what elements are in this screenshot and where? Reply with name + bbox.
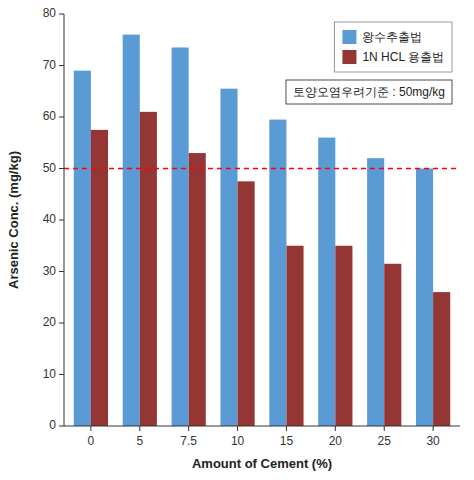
x-tick-label: 7.5 (180, 434, 197, 448)
bar (172, 47, 189, 426)
x-tick-label: 10 (231, 434, 245, 448)
x-tick (237, 426, 238, 431)
legend-box (334, 22, 452, 72)
y-tick-label: 80 (43, 6, 57, 20)
x-axis-line (64, 426, 460, 427)
bar (367, 158, 384, 426)
bar (189, 153, 206, 426)
legend-label: 왕수추출법 (362, 30, 422, 44)
bar (335, 246, 352, 426)
x-tick (286, 426, 287, 431)
y-tick-label: 30 (43, 264, 57, 278)
y-tick (59, 220, 64, 221)
bar (433, 292, 450, 426)
y-tick-label: 70 (43, 58, 57, 72)
bar (318, 138, 335, 426)
y-tick-label: 0 (49, 418, 56, 432)
legend-label: 1N HCL 용출법 (362, 50, 444, 64)
bar (220, 89, 237, 426)
x-tick (188, 426, 189, 431)
x-tick-label: 5 (136, 434, 143, 448)
bar (140, 112, 157, 426)
bar (74, 71, 91, 426)
legend: 왕수추출법 1N HCL 용출법 (334, 22, 452, 72)
y-tick (59, 374, 64, 375)
x-tick-label: 20 (329, 434, 343, 448)
x-tick-label: 15 (280, 434, 294, 448)
bar (123, 35, 140, 426)
legend-swatch (342, 30, 356, 44)
bar (384, 264, 401, 426)
y-tick (59, 117, 64, 118)
x-tick (90, 426, 91, 431)
annotation: 토양오염우려기준 : 50mg/kg (286, 80, 452, 104)
bar (416, 169, 433, 427)
legend-swatch (342, 50, 356, 64)
annotation-box (286, 80, 452, 104)
x-tick (139, 426, 140, 431)
x-tick (384, 426, 385, 431)
x-tick-label: 30 (426, 434, 440, 448)
y-tick-label: 10 (43, 367, 57, 381)
x-tick (433, 426, 434, 431)
bar (269, 120, 286, 426)
y-tick (59, 168, 64, 169)
x-tick (335, 426, 336, 431)
y-tick (59, 426, 64, 427)
y-tick (59, 271, 64, 272)
annotation-text: 토양오염우려기준 : 50mg/kg (293, 85, 445, 99)
plot-area (64, 35, 460, 426)
y-tick-label: 50 (43, 161, 57, 175)
y-axis-label: Arsenic Conc. (mg/kg) (6, 151, 21, 289)
bar (286, 246, 303, 426)
chart: 0 10 20 30 40 50 60 70 80 0 5 7.5 10 15 20 25 30 Amount o… (0, 0, 474, 480)
x-axis-label: Amount of Cement (%) (192, 456, 332, 471)
y-tick (59, 14, 64, 15)
y-tick-label: 40 (43, 212, 57, 226)
bar (238, 181, 255, 426)
x-tick-label: 25 (378, 434, 392, 448)
bar (91, 130, 108, 426)
y-tick-label: 20 (43, 315, 57, 329)
y-tick (59, 323, 64, 324)
x-tick-label: 0 (88, 434, 95, 448)
y-tick-label: 60 (43, 109, 57, 123)
reference-line (64, 168, 460, 170)
y-tick (59, 65, 64, 66)
